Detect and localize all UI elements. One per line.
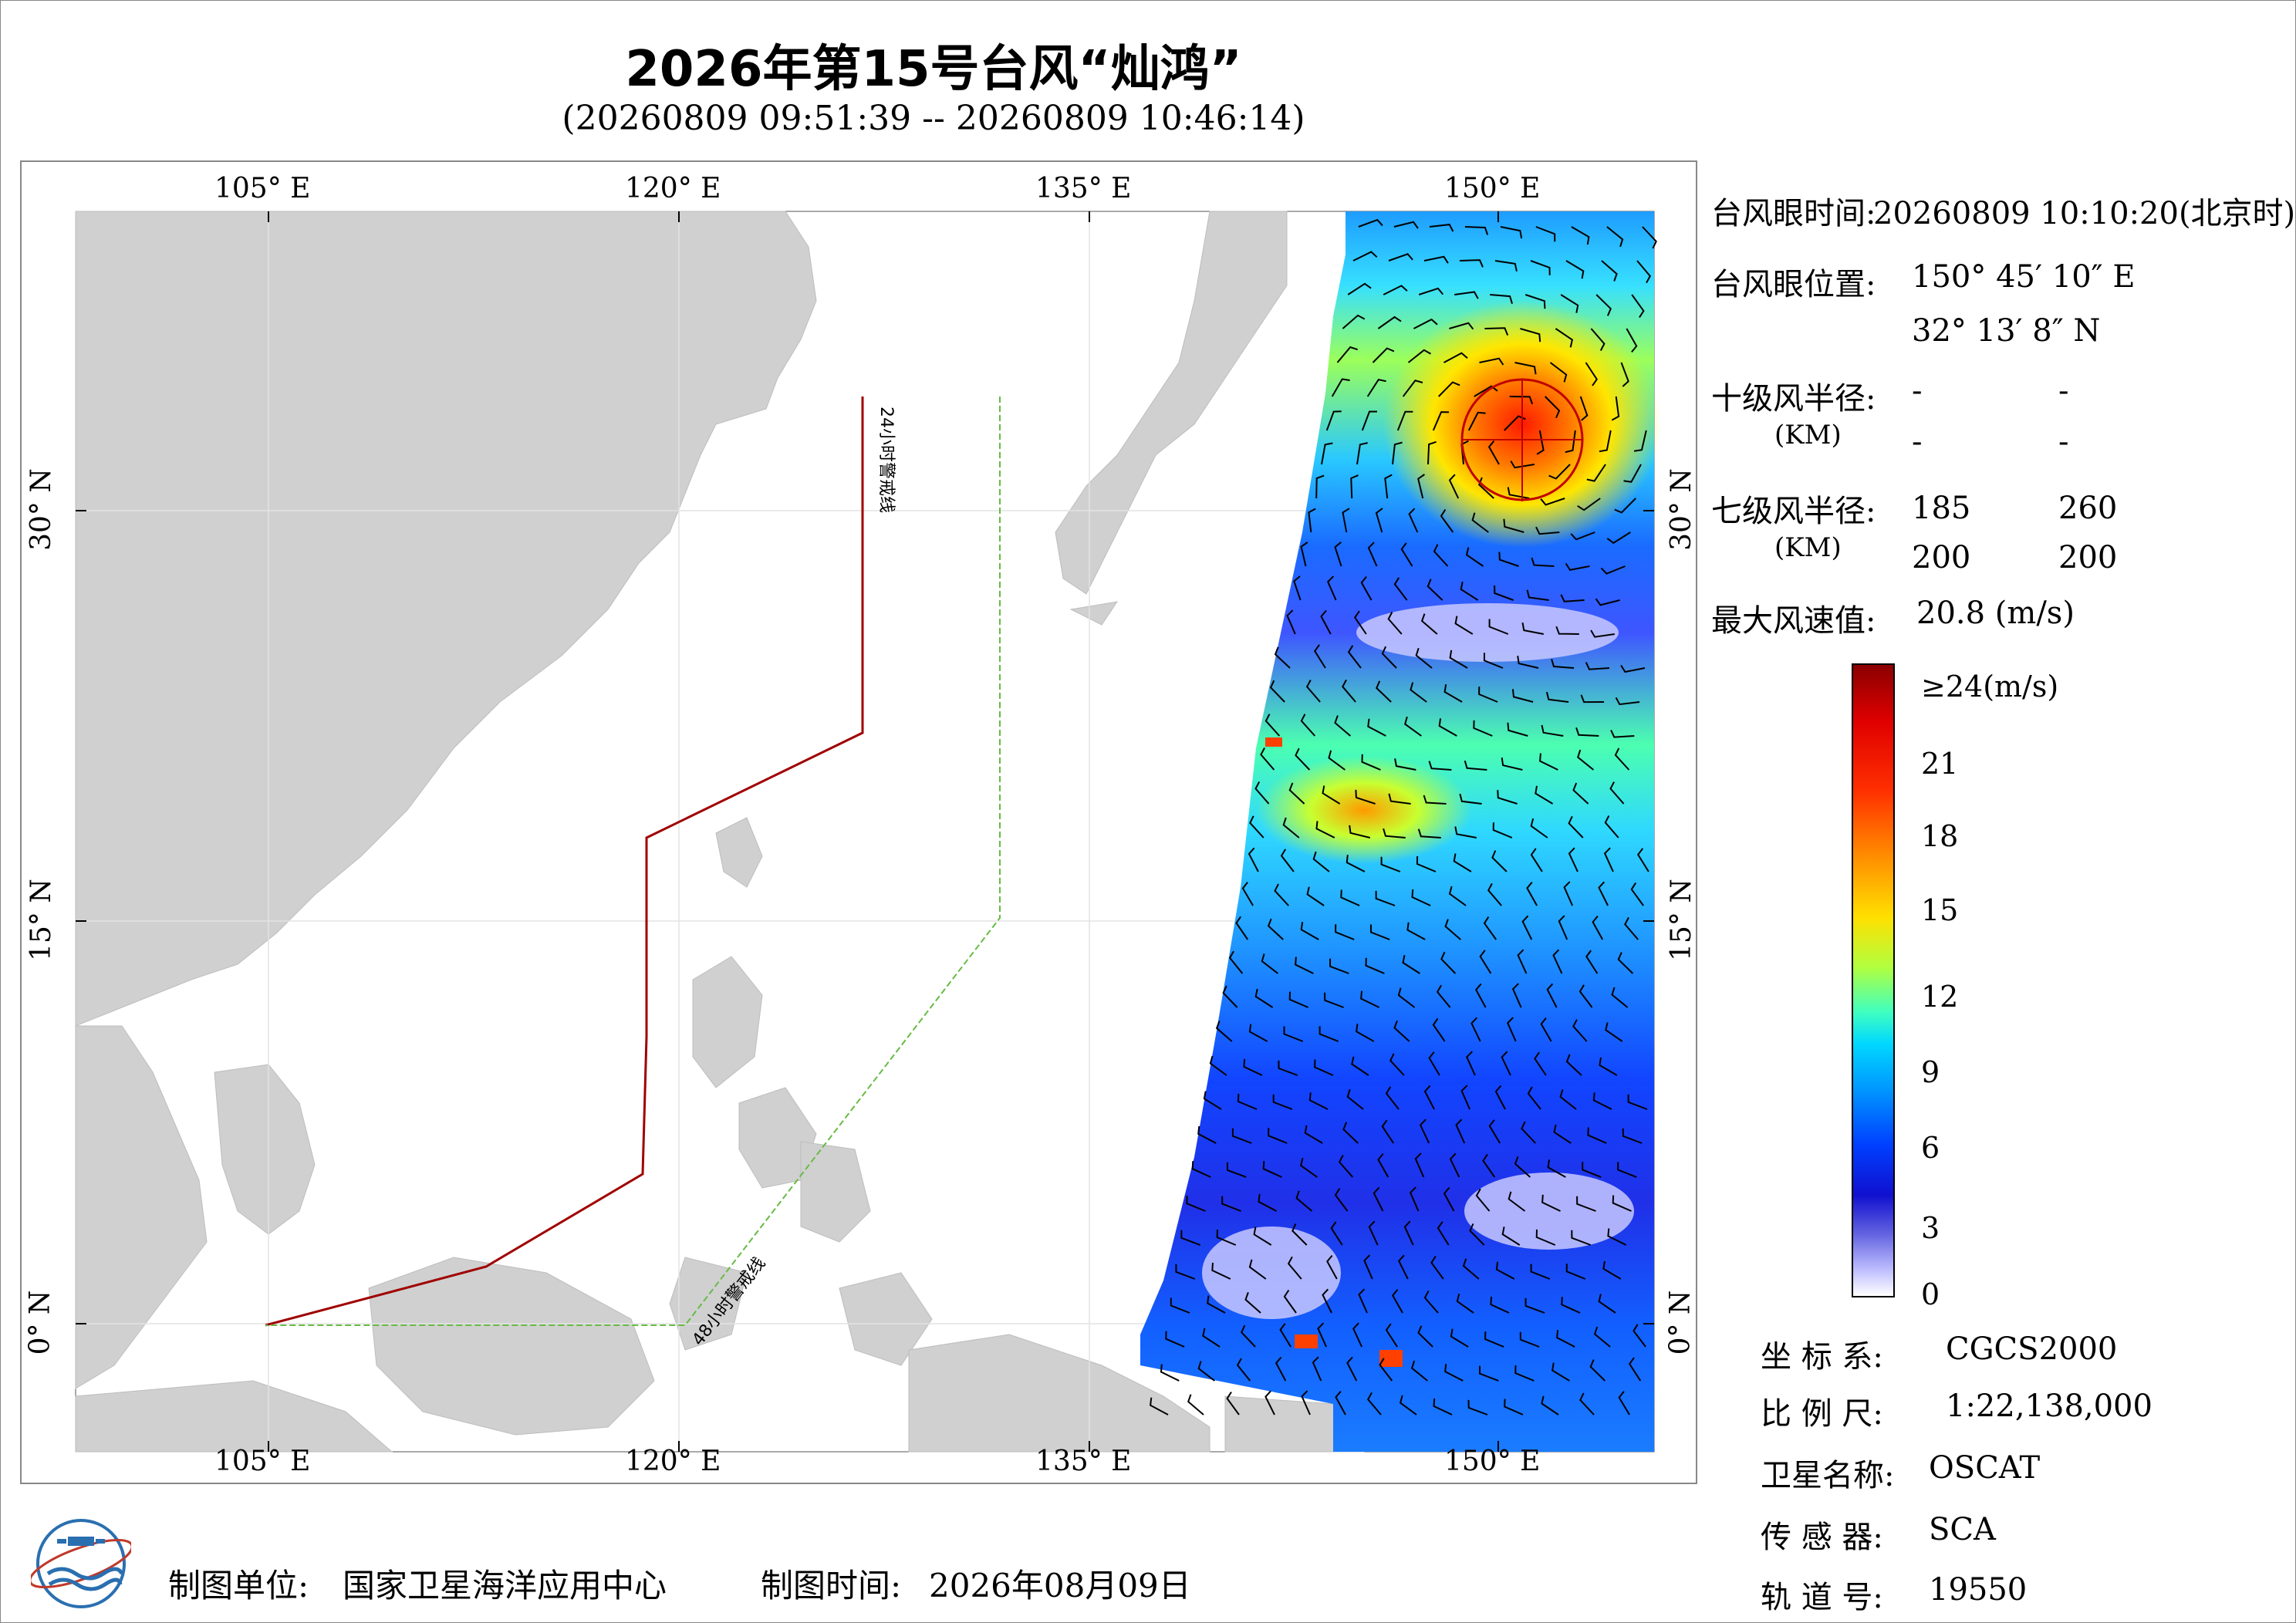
crs-label: 坐 标 系: — [1761, 1339, 1883, 1375]
wind-band — [1256, 756, 1472, 864]
lat-label-right-0: 0° N — [1664, 1290, 1697, 1355]
max-wind-value: 20.8 (m/s) — [1916, 596, 2075, 631]
lon-label-bottom-120: 120° E — [625, 1446, 721, 1477]
orbit-value: 19550 — [1929, 1572, 2028, 1608]
r10-value-ne: - — [1912, 373, 1923, 409]
maker-value: 国家卫星海洋应用中心 — [343, 1567, 667, 1604]
warning-label-24h: 24小时警戒线 — [876, 407, 896, 513]
eye-position-label: 台风眼位置: — [1711, 267, 1876, 302]
high-wind-patches — [1265, 737, 1403, 1367]
lat-label-right-30: 30° N — [1665, 468, 1697, 551]
wind-barbs — [1150, 218, 1657, 1415]
colorbar-label-15: 15 — [1921, 893, 1959, 927]
scale-label: 比 例 尺: — [1761, 1396, 1883, 1432]
colorbar-label-6: 6 — [1921, 1131, 1940, 1165]
colorbar-label-9: 9 — [1921, 1055, 1940, 1089]
scale-value: 1:22,138,000 — [1946, 1388, 2152, 1424]
r10-value-se: - — [2058, 373, 2069, 409]
lon-label-bottom-150: 150° E — [1444, 1446, 1541, 1477]
colorbar-label-0: 0 — [1921, 1277, 1940, 1311]
map-subtitle: (20260809 09:51:39 -- 20260809 10:46:14) — [562, 99, 1305, 138]
r7-unit: (KM) — [1774, 532, 1842, 563]
eye-time-label: 台风眼时间: — [1711, 196, 1876, 231]
warning-line-48h — [265, 396, 1001, 1326]
date-label: 制图时间: — [761, 1567, 902, 1604]
r7-value-nw: 200 — [2058, 540, 2118, 575]
colorbar-label-21: 21 — [1921, 747, 1959, 781]
map-panel[interactable]: 105° E 120° E 135° E 150° E 105° E 120° … — [20, 160, 1697, 1484]
wind-speed-colorbar — [1852, 663, 1895, 1297]
lon-label-top-120: 120° E — [625, 173, 721, 204]
maker-label: 制图单位: — [168, 1567, 309, 1604]
eye-time-value: 20260809 10:10:20(北京时) — [1873, 196, 2296, 231]
r7-value-se: 260 — [2058, 491, 2118, 526]
low-wind-patches — [1202, 603, 1634, 1319]
lon-label-bottom-105: 105° E — [214, 1446, 311, 1477]
satellite-value: OSCAT — [1929, 1450, 2041, 1486]
colorbar-label-18: 18 — [1921, 819, 1959, 853]
warning-line-24h — [265, 396, 864, 1327]
r10-unit: (KM) — [1774, 420, 1842, 450]
frame-ticks — [76, 211, 1654, 1452]
crs-value: CGCS2000 — [1946, 1331, 2118, 1367]
lon-label-top-150: 150° E — [1444, 173, 1541, 204]
r7-value-ne: 185 — [1912, 491, 1971, 526]
date-value: 2026年08月09日 — [929, 1567, 1191, 1604]
orbit-label: 轨 道 号: — [1761, 1580, 1883, 1615]
r7-label: 七级风半径: — [1711, 494, 1876, 529]
lat-label-right-15: 15° N — [1665, 879, 1697, 961]
sensor-value: SCA — [1929, 1512, 1996, 1547]
max-wind-label: 最大风速值: — [1711, 603, 1876, 639]
colorbar-label-12: 12 — [1921, 980, 1959, 1014]
land-masses — [75, 211, 1380, 1453]
nsoas-logo-icon — [31, 1519, 131, 1608]
r10-label: 十级风半径: — [1711, 381, 1876, 417]
map-title: 2026年第15号台风“灿鸿” — [625, 41, 1242, 98]
colorbar-label-24: ≥24(m/s) — [1921, 670, 2059, 704]
satellite-label: 卫星名称: — [1761, 1458, 1895, 1493]
lat-label-left-30: 30° N — [25, 468, 57, 551]
r10-value-sw: - — [1912, 424, 1923, 460]
lat-label-left-15: 15° N — [25, 879, 57, 961]
r7-value-sw: 200 — [1912, 540, 1971, 575]
lon-label-bottom-135: 135° E — [1035, 1446, 1132, 1477]
map-canvas — [75, 211, 1661, 1453]
eye-latitude: 32° 13′ 8″ N — [1912, 313, 2101, 349]
lon-label-top-135: 135° E — [1035, 173, 1132, 204]
eye-longitude: 150° 45′ 10″ E — [1912, 259, 2136, 295]
lat-label-left-0: 0° N — [24, 1290, 56, 1355]
sensor-label: 传 感 器: — [1761, 1520, 1883, 1555]
colorbar-label-3: 3 — [1921, 1211, 1940, 1245]
lon-label-top-105: 105° E — [214, 173, 311, 204]
r10-value-nw: - — [2058, 424, 2069, 460]
